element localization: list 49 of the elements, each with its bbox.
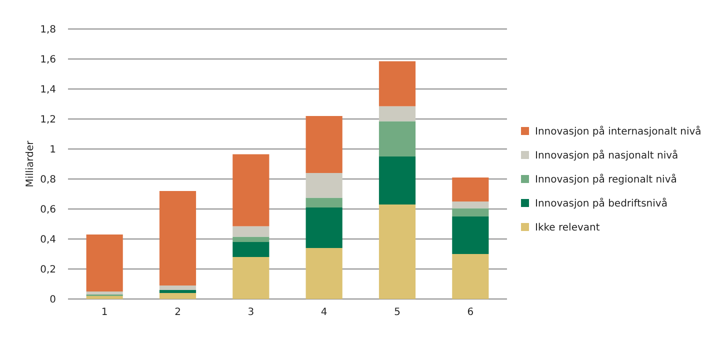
bar [452, 216, 489, 254]
y-tick-label: 1 [50, 144, 56, 156]
bar [159, 293, 196, 299]
y-tick-label: 1,6 [40, 54, 56, 66]
bar [378, 204, 416, 299]
y-tick-label: 1,8 [40, 24, 56, 36]
x-tick-label: 5 [394, 307, 400, 318]
bar [452, 178, 489, 202]
bar [232, 236, 270, 242]
bar [452, 202, 489, 208]
bar [306, 248, 342, 299]
y-tick-label: 0,8 [40, 174, 56, 186]
bar [378, 121, 416, 156]
bar [232, 242, 270, 257]
bar [378, 156, 416, 204]
bar [232, 257, 270, 299]
bar [378, 61, 416, 106]
bar [86, 234, 123, 292]
bar [159, 286, 196, 290]
bar [232, 226, 270, 237]
bar [452, 208, 489, 216]
y-tick-label: 0 [50, 294, 56, 306]
bar [159, 191, 196, 286]
y-axis-title: Milliarder [25, 140, 36, 188]
bar [378, 106, 416, 122]
y-tick-label: 0,2 [40, 264, 56, 276]
x-tick-label: 4 [320, 307, 328, 318]
x-tick-label: 1 [101, 307, 108, 318]
x-tick-label: 6 [467, 307, 474, 318]
bar [86, 292, 123, 294]
legend-label: Innovasjon på nasjonalt nivå [535, 150, 678, 162]
legend-label: Innovasjon på bedriftsnivå [535, 198, 668, 210]
legend-label: Innovasjon på regionalt nivå [535, 174, 677, 186]
y-tick-label: 0,6 [40, 204, 56, 216]
y-tick-label: 1,4 [40, 84, 56, 96]
bar [159, 290, 196, 293]
bar [306, 116, 342, 173]
bar [306, 198, 342, 208]
bar [86, 296, 123, 299]
bar [452, 254, 489, 299]
y-tick-label: 1,2 [40, 114, 56, 126]
x-tick-label: 2 [174, 307, 181, 318]
x-tick-label: 3 [248, 307, 254, 318]
bar [306, 208, 342, 248]
bar [232, 154, 270, 226]
legend-label: Innovasjon på internasjonalt nivå [535, 126, 702, 138]
y-tick-label: 0,4 [40, 234, 56, 246]
legend-label: Ikke relevant [535, 222, 600, 234]
bar [306, 173, 342, 198]
